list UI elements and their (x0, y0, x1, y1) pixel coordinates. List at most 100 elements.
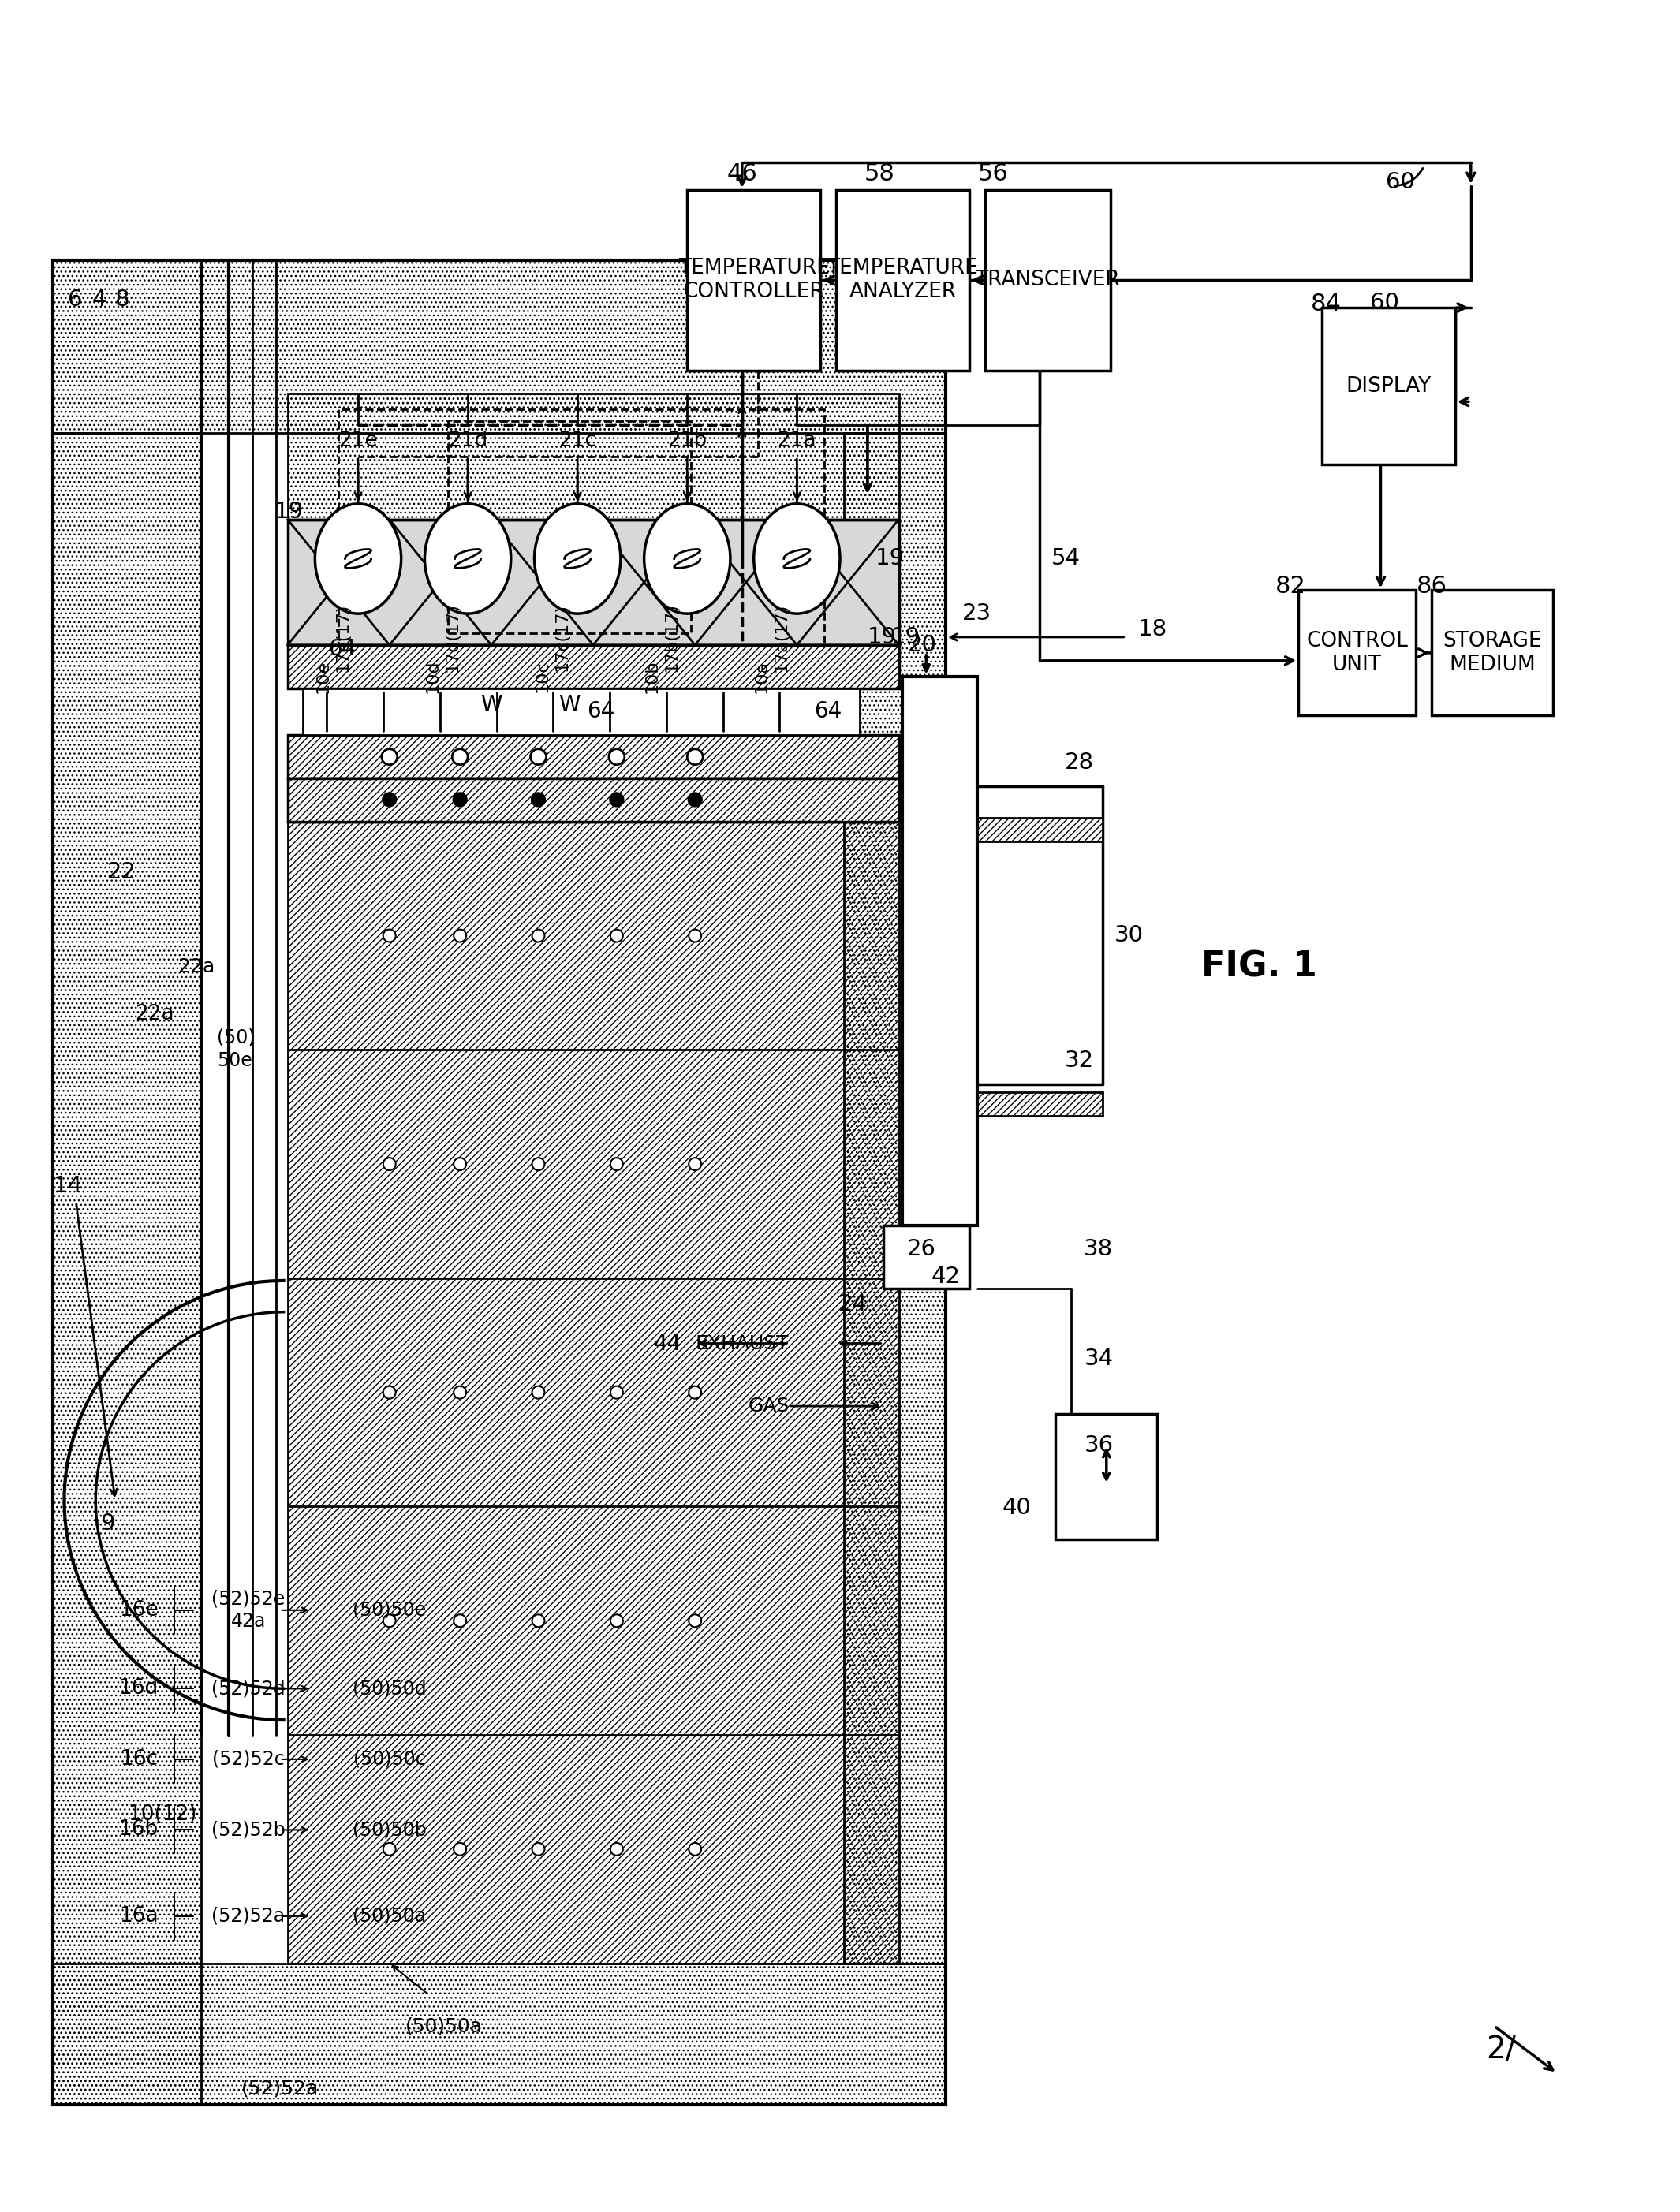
Ellipse shape (534, 504, 620, 613)
Circle shape (610, 1157, 623, 1170)
Text: 10b: 10b (643, 659, 660, 692)
Ellipse shape (314, 504, 402, 613)
Text: 32: 32 (1065, 1051, 1094, 1073)
Circle shape (610, 792, 623, 807)
Bar (287, 520, 899, 646)
Text: (50)50a: (50)50a (405, 2017, 482, 2035)
Ellipse shape (425, 504, 511, 613)
Text: (50)50e: (50)50e (353, 1601, 427, 1619)
Bar (52, 1964, 946, 2104)
Circle shape (454, 1843, 467, 1856)
Text: 19: 19 (274, 500, 304, 522)
Bar (52, 261, 946, 2104)
Text: (52)52d: (52)52d (212, 1679, 286, 1699)
Bar (52, 261, 946, 434)
Text: 9: 9 (101, 1513, 116, 1535)
Circle shape (381, 750, 396, 765)
Circle shape (689, 792, 702, 807)
Text: (50)50a: (50)50a (353, 1907, 427, 1927)
Circle shape (689, 929, 701, 942)
Text: 64: 64 (586, 701, 615, 723)
Text: 42: 42 (931, 1265, 961, 1287)
Bar (1055, 1413, 1158, 1540)
Text: FIG. 1: FIG. 1 (1201, 949, 1317, 984)
Bar (843, 434, 946, 1964)
Text: 19: 19 (867, 626, 897, 648)
Text: DISPLAY: DISPLAY (1346, 376, 1431, 396)
Text: 10e: 10e (314, 659, 331, 692)
Text: 17d(17): 17d(17) (444, 602, 460, 672)
Text: CONTROL
UNIT: CONTROL UNIT (1307, 630, 1408, 675)
Ellipse shape (643, 504, 731, 613)
Text: 20: 20 (907, 635, 937, 657)
Bar (287, 779, 899, 821)
Text: 44: 44 (654, 1332, 682, 1354)
Text: 40: 40 (1001, 1498, 1032, 1520)
Circle shape (689, 1157, 701, 1170)
Text: GAS: GAS (748, 1396, 790, 1416)
Circle shape (383, 1843, 396, 1856)
Text: 17a(17): 17a(17) (773, 602, 790, 672)
Text: 14: 14 (54, 1175, 82, 1197)
Text: 38: 38 (1084, 1239, 1114, 1261)
Text: 21c: 21c (558, 431, 596, 451)
Text: 19: 19 (890, 626, 921, 648)
Circle shape (533, 1615, 544, 1628)
Circle shape (689, 1387, 701, 1398)
Circle shape (533, 1157, 544, 1170)
Text: 21b: 21b (667, 431, 707, 451)
Text: 16a: 16a (119, 1907, 158, 1927)
Text: 34: 34 (1084, 1347, 1114, 1369)
Text: 10d: 10d (425, 659, 440, 692)
Circle shape (454, 1387, 467, 1398)
Bar (52, 434, 202, 2104)
Text: 24: 24 (838, 1294, 867, 1316)
Text: 10a: 10a (754, 659, 769, 692)
Text: 21e: 21e (338, 431, 378, 451)
Text: 8: 8 (116, 290, 129, 310)
Text: (52)52b: (52)52b (212, 1820, 286, 1840)
Circle shape (533, 1843, 544, 1856)
Text: 46: 46 (727, 164, 758, 186)
Text: 50e: 50e (217, 1051, 252, 1071)
Text: W: W (480, 695, 502, 717)
Text: 17e(17): 17e(17) (334, 602, 351, 672)
Circle shape (689, 1615, 701, 1628)
Circle shape (454, 1157, 467, 1170)
Bar (1431, 591, 1552, 717)
Bar (449, 420, 690, 633)
Text: 28: 28 (1065, 752, 1094, 774)
Circle shape (610, 1387, 623, 1398)
Bar (837, 190, 969, 369)
Bar (287, 821, 899, 1964)
Text: (52)52c: (52)52c (212, 1750, 284, 1770)
Text: 6: 6 (69, 290, 82, 310)
Text: 30: 30 (1114, 925, 1144, 947)
Text: 17b(17): 17b(17) (664, 602, 679, 672)
Circle shape (454, 792, 467, 807)
Circle shape (608, 750, 625, 765)
Text: 56: 56 (978, 164, 1008, 186)
Circle shape (383, 1157, 396, 1170)
Ellipse shape (754, 504, 840, 613)
Text: TRANSCEIVER: TRANSCEIVER (974, 270, 1121, 290)
Bar (687, 190, 820, 369)
Circle shape (533, 1387, 544, 1398)
Circle shape (383, 792, 396, 807)
Text: 82: 82 (1275, 575, 1305, 597)
Text: EXHAUST: EXHAUST (696, 1334, 790, 1354)
Text: (50)50d: (50)50d (353, 1679, 427, 1699)
Text: 64: 64 (329, 637, 356, 659)
Text: 84: 84 (1310, 292, 1341, 314)
Circle shape (610, 1615, 623, 1628)
Text: 36: 36 (1084, 1433, 1114, 1455)
Text: 60: 60 (1386, 170, 1415, 192)
Bar (902, 677, 978, 1225)
Bar (287, 734, 899, 779)
Bar (338, 409, 825, 646)
Text: 22a: 22a (134, 1004, 175, 1024)
Circle shape (531, 792, 546, 807)
Circle shape (610, 929, 623, 942)
Bar (287, 394, 899, 520)
Text: 26: 26 (907, 1239, 936, 1261)
